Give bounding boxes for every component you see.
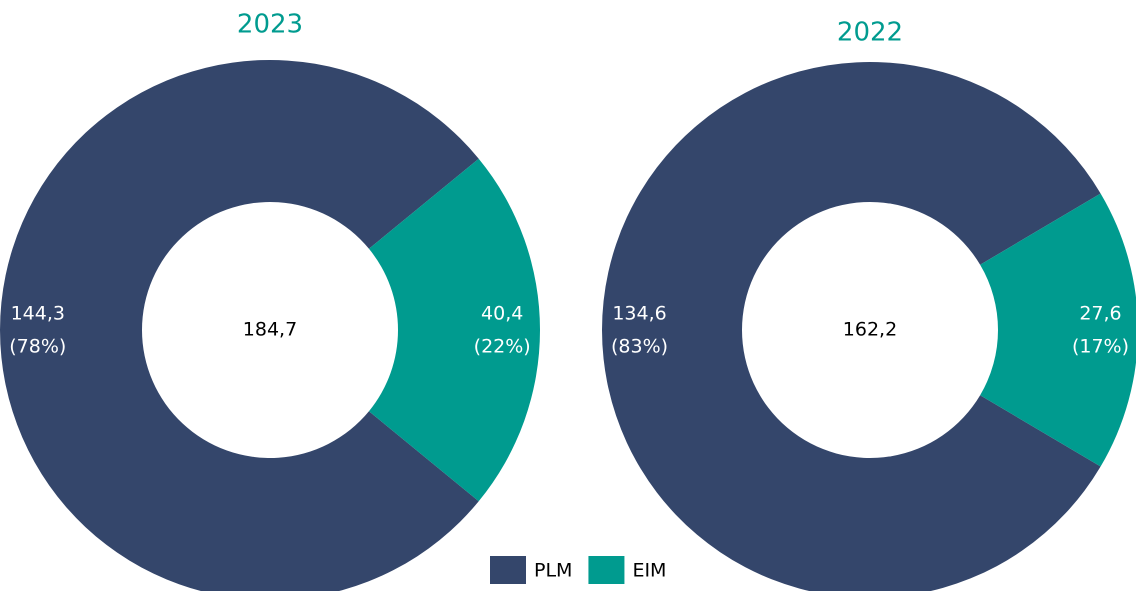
percentage-label: (78%) (9, 336, 66, 358)
percentage-label: (17%) (1072, 336, 1129, 358)
value-label: 144,3 (11, 303, 65, 325)
value-label: 40,4 (481, 303, 523, 325)
legend-label: EIM (632, 560, 666, 582)
legend-swatch (490, 556, 526, 584)
value-label: 27,6 (1079, 303, 1121, 325)
percentage-label: (83%) (611, 336, 668, 358)
donut-slice (980, 193, 1136, 467)
percentage-label: (22%) (474, 336, 531, 358)
legend-label: PLM (534, 560, 572, 582)
donut-slice (368, 158, 540, 502)
value-label: 134,6 (612, 303, 666, 325)
total-label: 162,2 (843, 319, 897, 341)
donut-slice (602, 62, 1101, 591)
total-label: 184,7 (243, 319, 297, 341)
legend-swatch (588, 556, 625, 584)
chart-title: 2023 (237, 10, 303, 40)
donut-slice (0, 60, 479, 591)
chart-title: 2022 (837, 18, 903, 48)
